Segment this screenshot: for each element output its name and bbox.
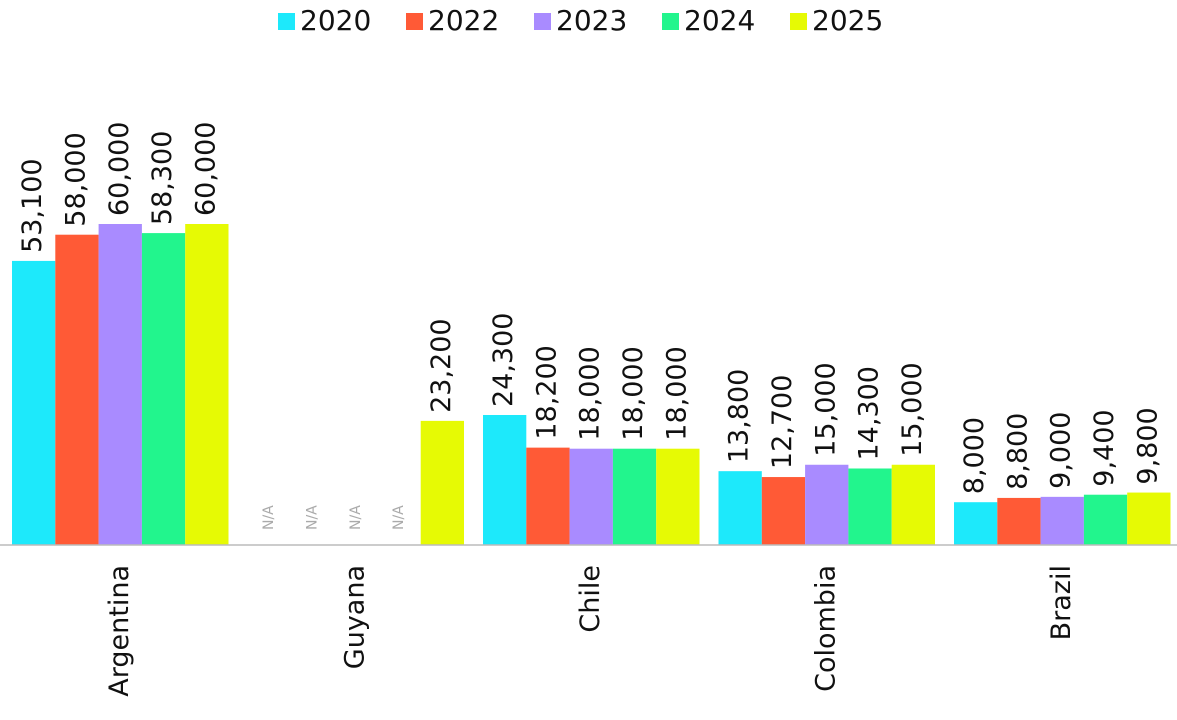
value-label: 15,000 (897, 362, 928, 456)
bar (12, 260, 56, 545)
legend-swatch (790, 13, 807, 30)
value-label: 18,200 (531, 345, 562, 439)
value-label: 60,000 (190, 122, 221, 216)
bar (420, 420, 464, 545)
value-label: 13,800 (724, 369, 755, 463)
legend-swatch (278, 13, 295, 30)
bar (656, 448, 700, 545)
value-label: 8,800 (1002, 413, 1033, 490)
x-tick-label: Guyana (339, 565, 370, 669)
bar (55, 234, 99, 545)
value-label: N/A (304, 505, 320, 530)
bar (718, 471, 762, 545)
legend-swatch (406, 13, 423, 30)
x-tick-label: Chile (575, 565, 606, 633)
bar (1127, 492, 1171, 545)
value-label: 24,300 (488, 313, 519, 407)
value-label: 58,000 (60, 132, 91, 226)
value-label: 9,000 (1046, 412, 1077, 489)
bar (761, 477, 806, 545)
value-label: 12,700 (767, 375, 798, 469)
legend-label: 2023 (556, 4, 627, 37)
bar (569, 448, 613, 545)
value-label: N/A (261, 505, 277, 530)
bar (1040, 496, 1084, 545)
value-label: 18,000 (618, 346, 649, 440)
x-tick-label: Brazil (1046, 565, 1077, 640)
value-label: 9,800 (1132, 407, 1163, 484)
value-label: 15,000 (810, 362, 841, 456)
bar (98, 224, 142, 545)
bar (805, 464, 849, 545)
legend-label: 2020 (300, 4, 371, 37)
bar (483, 414, 527, 545)
value-label: 53,100 (17, 158, 48, 252)
x-tick-label: Argentina (104, 565, 135, 697)
value-label: 14,300 (854, 366, 885, 460)
legend-label: 2025 (812, 4, 883, 37)
bar (141, 233, 186, 545)
bar (891, 464, 935, 545)
bar (997, 497, 1041, 545)
bar (526, 447, 570, 545)
value-label: 18,000 (661, 346, 692, 440)
value-label: N/A (348, 505, 364, 530)
legend-swatch (534, 13, 551, 30)
bar (1083, 494, 1128, 545)
bar (612, 448, 657, 545)
legend-label: 2022 (428, 4, 499, 37)
value-label: 18,000 (575, 346, 606, 440)
value-label: 8,000 (959, 417, 990, 494)
value-label: 23,200 (426, 318, 457, 412)
value-label: N/A (391, 505, 407, 530)
value-label: 9,400 (1089, 409, 1120, 486)
value-label: 58,300 (147, 131, 178, 225)
bar (954, 502, 998, 545)
x-tick-label: Colombia (810, 565, 841, 692)
legend-label: 2024 (684, 4, 755, 37)
legend-swatch (662, 13, 679, 30)
bar (185, 224, 229, 545)
value-label: 60,000 (104, 122, 135, 216)
bar (848, 468, 892, 545)
